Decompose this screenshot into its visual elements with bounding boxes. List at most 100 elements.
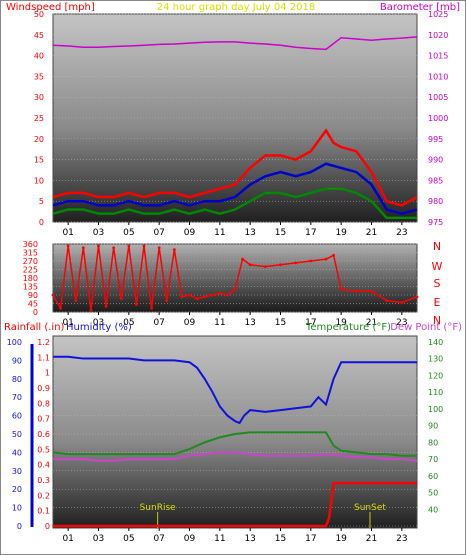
barometer-ticks: 975 980 985 990 995 1000 1005 1010 1015 1020 1025: [428, 10, 448, 227]
direction-compass-tick: E: [434, 296, 441, 309]
hour-tick-label: 07: [153, 318, 164, 328]
temperature-tick: 110: [428, 388, 443, 397]
rainfall-tick: 1: [45, 369, 50, 378]
temperature-tick: 70: [428, 455, 438, 464]
humidity-tick: 90: [12, 356, 22, 365]
hour-tick-label: 01: [62, 228, 73, 238]
hour-tick-label: 23: [396, 228, 407, 238]
barometer-tick: 1010: [428, 72, 448, 81]
hour-tick-label: 07: [153, 228, 164, 238]
wind-direction-point: [339, 287, 343, 291]
hour-tick-label: 03: [93, 534, 104, 544]
windspeed-tick: 30: [34, 93, 44, 102]
wind-direction-point: [150, 306, 153, 310]
wind-direction-point: [157, 246, 161, 250]
rainfall-tick: 0.8: [37, 399, 50, 408]
sunset-label: SunSet: [354, 503, 386, 513]
hour-tick-label: 19: [335, 228, 347, 238]
hour-tick-label: 15: [275, 318, 286, 328]
hour-tick-label: 17: [305, 228, 316, 238]
wind-direction-point: [119, 297, 123, 301]
rainfall-tick: 0.9: [37, 384, 50, 393]
rainfall-tick: 1.1: [37, 353, 50, 362]
wind-direction-point: [180, 295, 184, 299]
humidity-tick: 50: [12, 430, 22, 439]
wind-direction-point: [354, 289, 358, 293]
chart-title: 24 hour graph day July 04 2018: [157, 2, 316, 13]
windspeed-tick: 0: [39, 218, 44, 227]
wind-direction-point: [127, 244, 131, 248]
humidity-tick: 20: [12, 485, 22, 494]
barometer-tick: 1005: [428, 93, 448, 102]
panel3-plot-area: [52, 335, 418, 529]
temperature-axis-label: Temperature (°F): [305, 322, 391, 333]
hour-tick-label: 19: [335, 534, 347, 544]
wind-direction-point: [241, 257, 244, 261]
hour-tick-label: 17: [305, 534, 316, 544]
direction-degree-tick: 45: [28, 300, 38, 309]
wind-direction-point: [233, 287, 237, 291]
temperature-tick: 120: [428, 371, 443, 380]
rainfall-tick: 0.2: [37, 491, 50, 500]
panel1-hour-ticks: 01 03 05 07 09 11 13 15 17 19 21 23: [62, 222, 408, 238]
panel1-grid: [53, 13, 417, 223]
barometer-tick: 980: [428, 197, 443, 206]
panel3-series: [52, 355, 418, 528]
hour-tick-label: 15: [275, 228, 286, 238]
humidity-tick: 80: [12, 375, 22, 384]
humidity-axis-label: Humidity (%): [66, 322, 132, 333]
panel2-hour-ticks: 01 03 05 07 09 11 13 15 17 19 21 23: [62, 312, 408, 328]
direction-degree-tick: 90: [28, 291, 38, 300]
wind-direction-point: [203, 295, 207, 299]
humidity-tick: 70: [12, 393, 22, 402]
hour-tick-label: 21: [366, 534, 377, 544]
panel3-hour-ticks: 01 03 05 07 09 11 13 15 17 19 21 23: [62, 528, 408, 544]
temperature-tick: 140: [428, 338, 443, 347]
wind-direction-point: [332, 253, 335, 257]
panel2-series: [51, 244, 419, 312]
windspeed-tick: 50: [34, 10, 44, 19]
direction-compass-tick: W: [432, 260, 443, 273]
hour-tick-label: 19: [335, 318, 347, 328]
wind-direction-point: [66, 244, 70, 248]
temperature-ticks: 40 50 60 70 80 90 100 110 120 130 140: [428, 338, 443, 514]
wind-direction-point: [385, 299, 389, 303]
wind-direction-point: [279, 263, 282, 267]
windspeed-tick: 15: [34, 156, 44, 165]
barometer-tick: 985: [428, 176, 443, 185]
humidity-tick: 10: [12, 504, 22, 513]
rainfall-axis-label: Rainfall (.in): [4, 322, 65, 333]
hour-tick-label: 21: [366, 228, 377, 238]
panel2-grid: [53, 243, 417, 313]
wind-direction-point: [165, 299, 169, 303]
humidity-tick: 30: [12, 467, 22, 476]
rainfall-tick: 0.7: [37, 415, 50, 424]
wind-direction-point: [370, 289, 373, 293]
direction-degree-tick: 225: [23, 266, 38, 275]
wind-direction-point: [210, 293, 214, 297]
temperature-tick: 40: [428, 505, 438, 514]
hour-tick-label: 01: [62, 534, 73, 544]
direction-degree-tick: 180: [23, 274, 38, 283]
windspeed-ticks: 0 5 10 15 20 25 30 35 40 45 50: [34, 10, 44, 227]
wind-direction-point: [309, 259, 313, 263]
hour-tick-label: 15: [275, 534, 286, 544]
hour-tick-label: 09: [184, 534, 196, 544]
barometer-tick: 1000: [428, 114, 448, 123]
series-line: [52, 128, 418, 207]
wind-direction-point: [135, 303, 138, 306]
hour-tick-label: 11: [214, 228, 225, 238]
humidity-tick: 0: [17, 522, 22, 531]
wind-direction-point: [415, 295, 419, 299]
windspeed-axis-label: Windspeed [mph]: [6, 2, 95, 13]
dewpoint-axis-label: Dew Point (°F): [390, 322, 462, 333]
series-line: [52, 162, 418, 215]
sunrise-label: SunRise: [140, 503, 177, 513]
series-line: [53, 481, 417, 528]
hour-tick-label: 21: [366, 318, 377, 328]
barometer-tick: 990: [428, 156, 443, 165]
wind-direction-point: [263, 265, 267, 269]
